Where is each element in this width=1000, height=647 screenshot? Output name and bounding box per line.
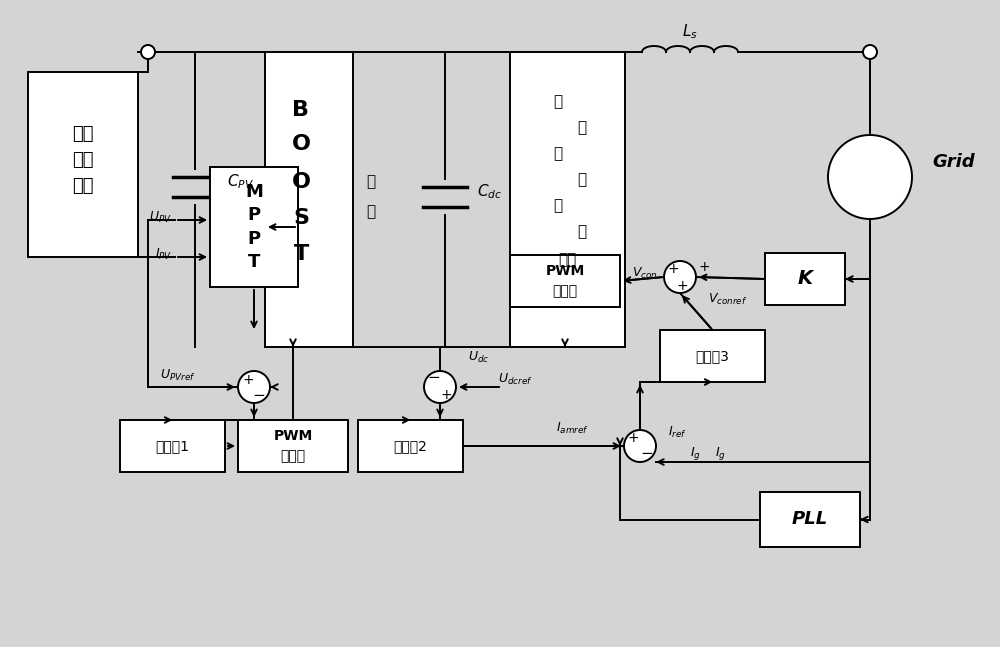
Text: $C_{dc}$: $C_{dc}$ xyxy=(477,182,502,201)
Text: $U_{dc}$: $U_{dc}$ xyxy=(468,349,489,364)
Text: 调节器2: 调节器2 xyxy=(394,439,427,453)
Circle shape xyxy=(863,45,877,59)
Bar xyxy=(120,420,225,472)
Circle shape xyxy=(238,371,270,403)
Text: +: + xyxy=(667,262,679,276)
Text: $L_s$: $L_s$ xyxy=(682,23,698,41)
Text: −: − xyxy=(641,446,653,461)
Bar xyxy=(765,253,845,305)
Circle shape xyxy=(828,135,912,219)
Text: $U_{dcref}$: $U_{dcref}$ xyxy=(498,371,532,386)
Circle shape xyxy=(624,430,656,462)
Text: 调节器1: 调节器1 xyxy=(156,439,190,453)
Bar xyxy=(28,72,138,257)
Circle shape xyxy=(424,371,456,403)
Text: $C_{PV}$: $C_{PV}$ xyxy=(227,173,254,192)
Bar xyxy=(760,492,860,547)
Text: 单: 单 xyxy=(553,94,562,109)
Text: $I_g$: $I_g$ xyxy=(715,446,726,463)
Text: +: + xyxy=(698,260,710,274)
Text: +: + xyxy=(627,431,639,445)
Text: +: + xyxy=(242,373,254,387)
Text: 电路: 电路 xyxy=(558,252,577,267)
Text: P: P xyxy=(247,230,261,248)
Text: $I_{PV}$: $I_{PV}$ xyxy=(155,247,172,261)
Text: 发生器: 发生器 xyxy=(280,449,306,463)
Text: 光伏: 光伏 xyxy=(72,126,94,144)
Text: 相: 相 xyxy=(577,120,586,135)
Text: K: K xyxy=(797,270,813,289)
Text: 桥: 桥 xyxy=(577,172,586,187)
Circle shape xyxy=(141,45,155,59)
Text: M: M xyxy=(245,183,263,201)
Text: T: T xyxy=(293,245,309,265)
Bar xyxy=(510,52,625,347)
Text: 变: 变 xyxy=(577,224,586,239)
Text: B: B xyxy=(292,100,310,120)
Text: 模块: 模块 xyxy=(72,177,94,195)
Text: $U_{PVref}$: $U_{PVref}$ xyxy=(160,367,196,382)
Text: 逆: 逆 xyxy=(553,198,562,213)
Text: PWM: PWM xyxy=(545,264,585,278)
Text: −: − xyxy=(253,388,265,402)
Text: S: S xyxy=(293,208,309,228)
Text: $V_{con}$: $V_{con}$ xyxy=(632,265,658,281)
Bar xyxy=(510,255,620,307)
Bar xyxy=(265,52,353,347)
Bar xyxy=(358,420,463,472)
Text: 路: 路 xyxy=(366,204,376,219)
Text: $U_{PV}$: $U_{PV}$ xyxy=(149,210,172,225)
Text: 电: 电 xyxy=(366,174,376,189)
Bar xyxy=(238,420,348,472)
Text: $I_{ref}$: $I_{ref}$ xyxy=(668,424,687,439)
Text: −: − xyxy=(428,371,440,386)
Text: O: O xyxy=(292,135,310,155)
Text: 电池: 电池 xyxy=(72,151,94,168)
Text: PLL: PLL xyxy=(792,510,828,529)
Text: $I_g$: $I_g$ xyxy=(690,446,700,463)
Text: +: + xyxy=(676,279,688,293)
Text: 全: 全 xyxy=(553,146,562,161)
Text: +: + xyxy=(440,388,452,402)
Text: O: O xyxy=(292,171,310,192)
Text: $V_{conref}$: $V_{conref}$ xyxy=(708,291,747,307)
Text: $I_{amref}$: $I_{amref}$ xyxy=(556,421,588,435)
Text: PWM: PWM xyxy=(273,429,313,443)
Bar xyxy=(660,330,765,382)
Text: 发生器: 发生器 xyxy=(552,284,578,298)
Text: T: T xyxy=(248,253,260,271)
Text: 调节器3: 调节器3 xyxy=(696,349,729,363)
Circle shape xyxy=(664,261,696,293)
Text: P: P xyxy=(247,206,261,224)
Text: Grid: Grid xyxy=(932,153,975,171)
Bar xyxy=(210,167,298,287)
